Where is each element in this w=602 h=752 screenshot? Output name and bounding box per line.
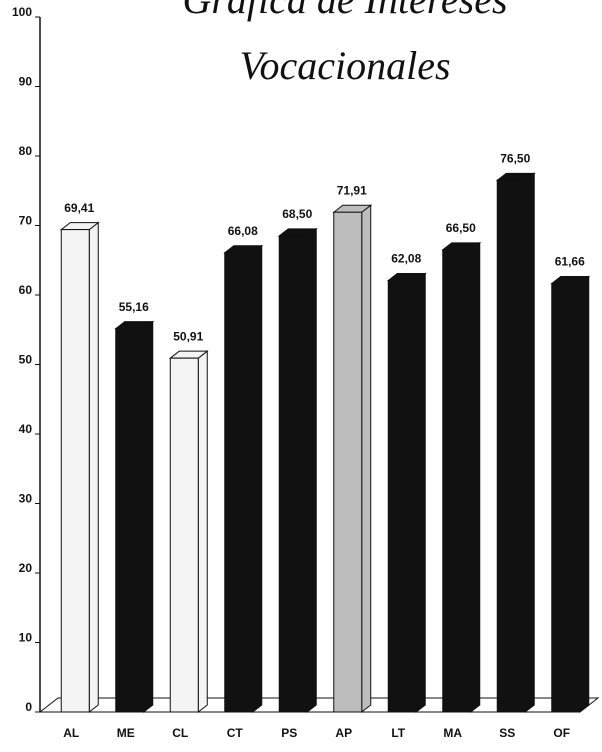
y-tick-label: 20 <box>19 561 33 575</box>
bar-face <box>579 275 590 714</box>
y-tick-label: 40 <box>19 422 33 436</box>
bar <box>386 272 427 714</box>
x-tick-label: OF <box>553 726 570 740</box>
value-label: 66,50 <box>446 221 476 235</box>
bar <box>277 227 318 714</box>
bar-face <box>224 252 254 713</box>
y-tick-label: 30 <box>19 492 33 506</box>
bar-face <box>143 320 154 714</box>
chart-title-line: Vocacionales <box>239 43 450 88</box>
y-tick-label: 80 <box>19 144 33 158</box>
x-tick-label: PS <box>281 726 297 740</box>
bar-face <box>415 272 426 714</box>
y-tick-label: 100 <box>12 5 32 19</box>
bar-face <box>496 179 526 713</box>
value-label: 76,50 <box>500 151 530 165</box>
bar-face <box>306 227 317 714</box>
bar-face <box>333 211 363 713</box>
value-label: 69,41 <box>64 201 94 215</box>
y-tick-label: 60 <box>19 283 33 297</box>
x-tick-label: AL <box>63 726 79 740</box>
y-tick-label: 0 <box>25 700 32 714</box>
value-label: 71,91 <box>337 183 367 197</box>
bar <box>223 244 264 714</box>
bar <box>168 350 209 714</box>
y-tick-label: 50 <box>19 353 33 367</box>
bar-face <box>551 282 581 713</box>
y-tick-label: 10 <box>19 631 33 645</box>
x-tick-label: MA <box>443 726 462 740</box>
x-tick-label: ME <box>117 726 135 740</box>
bar <box>59 221 100 714</box>
bar-face <box>442 249 472 713</box>
x-tick-label: CT <box>227 726 244 740</box>
bar <box>441 241 482 714</box>
bar-face <box>88 221 99 714</box>
bar-face <box>252 244 263 714</box>
value-label: 68,50 <box>282 207 312 221</box>
y-tick-label: 70 <box>19 214 33 228</box>
bar-face <box>387 280 417 713</box>
value-label: 62,08 <box>391 252 421 266</box>
bar-face <box>361 204 372 714</box>
value-label: 66,08 <box>228 224 258 238</box>
y-tick-label: 90 <box>19 75 33 89</box>
bar-face <box>470 241 481 714</box>
x-tick-label: AP <box>335 726 352 740</box>
bar <box>495 172 536 714</box>
x-tick-label: SS <box>499 726 515 740</box>
bar-face <box>115 328 145 713</box>
x-tick-label: LT <box>391 726 405 740</box>
x-tick-label: CL <box>172 726 188 740</box>
bar <box>332 204 373 714</box>
bar <box>550 275 591 714</box>
bar-face <box>169 357 199 713</box>
bar-face <box>278 235 308 713</box>
bar-face <box>197 350 208 714</box>
value-label: 61,66 <box>555 255 585 269</box>
bar <box>114 320 155 714</box>
bar-face <box>60 229 90 713</box>
chart-title-line: Gráfica de Intereses <box>182 0 507 22</box>
bar-face <box>524 172 535 714</box>
value-label: 55,16 <box>119 300 149 314</box>
value-label: 50,91 <box>173 329 203 343</box>
